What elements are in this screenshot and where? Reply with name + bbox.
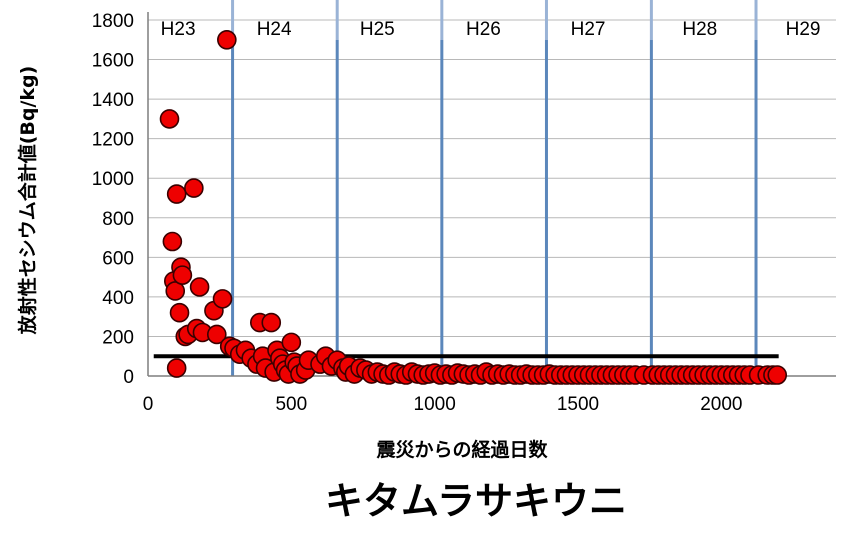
fiscal-year-dividers [231,0,758,376]
data-point [261,312,282,333]
tick-labels: 0 200 400 600 800 1000 1200 1400 1600 1800 0 500 100… [92,11,743,415]
x-tick-label: 0 [143,394,154,415]
data-point [207,324,227,345]
fiscal-year-label: H23 [161,19,196,40]
y-tick-label: 1600 [92,51,134,72]
y-tick-label: 400 [102,288,134,309]
x-axis-label: 震災からの経過日数 [376,438,548,461]
fiscal-year-label: H25 [360,19,395,40]
data-points [159,29,788,385]
fiscal-year-label: H29 [786,19,821,40]
data-point [162,231,183,252]
y-tick-label: 1800 [92,11,134,32]
fiscal-year-label: H28 [682,19,717,40]
data-point [169,302,190,323]
y-tick-label: 0 [123,367,134,388]
x-tick-label: 1000 [414,394,456,415]
data-point [166,358,187,378]
fiscal-year-label: H26 [466,19,501,40]
data-point [281,332,302,353]
y-tick-label: 1000 [92,169,134,190]
data-point [184,178,204,198]
gridlines [148,19,836,337]
y-tick-label: 1200 [92,130,134,151]
data-point [189,277,210,297]
fiscal-year-label: H27 [571,19,606,40]
fiscal-year-label: H24 [257,19,292,40]
y-tick-label: 200 [102,327,134,348]
data-point [767,365,788,385]
data-point [172,265,193,285]
y-tick-label: 800 [102,209,134,230]
y-tick-label: 1400 [92,90,134,111]
data-point [165,281,186,301]
chart-title: キタムラサキウニ [325,479,627,523]
data-point [217,29,237,50]
x-tick-label: 1500 [557,394,599,415]
data-point [212,289,233,309]
data-point [159,109,180,129]
fiscal-year-labels: H23 H24 H25 H26 H27 H28 H29 [161,19,821,40]
x-tick-label: 2000 [700,394,742,415]
y-tick-label: 600 [102,248,134,269]
x-tick-label: 500 [275,394,307,415]
y-axis-label: 放射性セシウム合計値(Bq/kg) [16,66,39,336]
data-point [166,184,187,204]
